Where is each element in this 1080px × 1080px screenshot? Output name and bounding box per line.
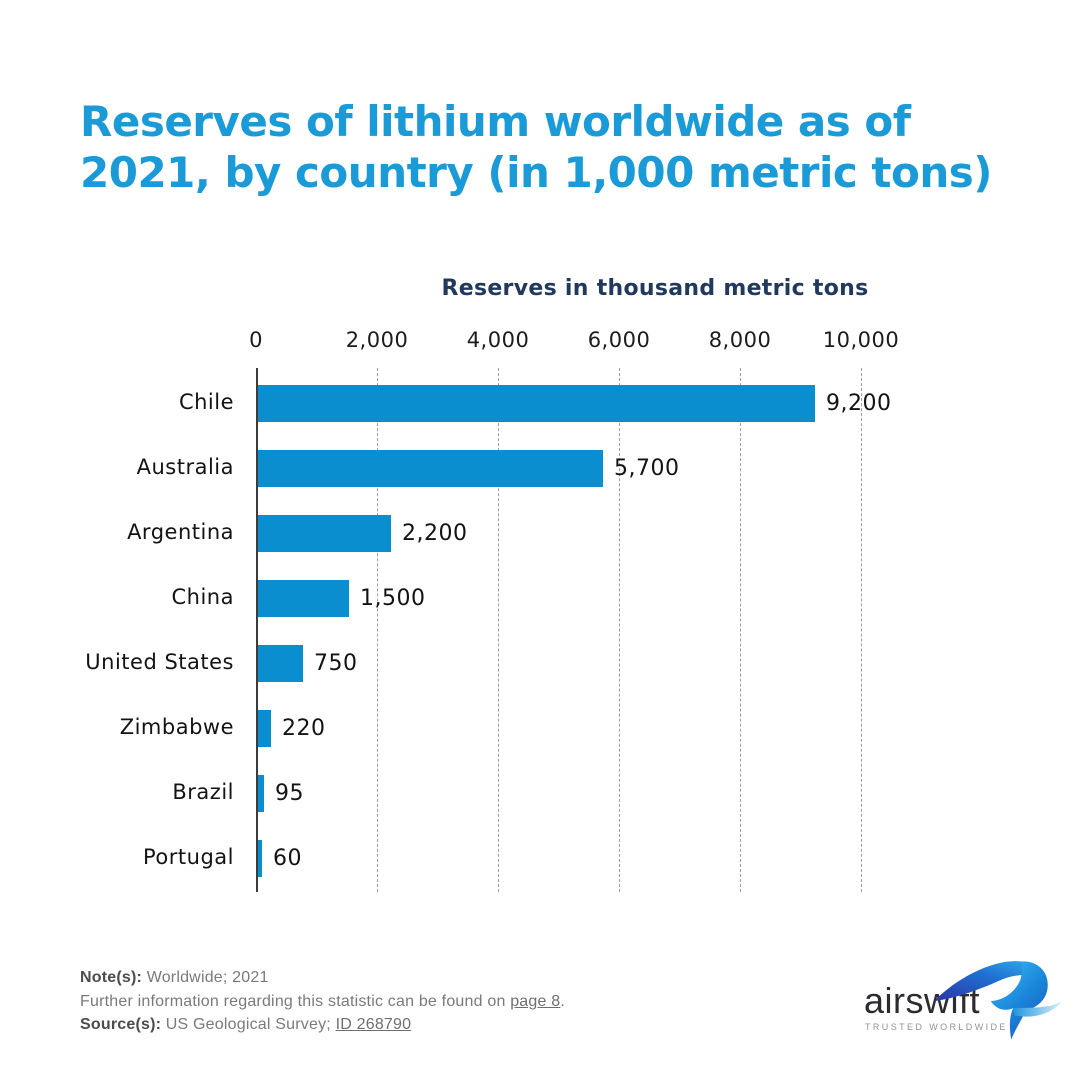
page-title-line2: 2021, by country (in 1,000 metric tons) (80, 148, 992, 197)
category-label: China (171, 585, 234, 609)
bar (258, 579, 349, 617)
note-label: Note(s): (80, 969, 143, 986)
bar (258, 839, 262, 877)
chart-notes: Note(s): Worldwide; 2021 Further informa… (80, 966, 760, 1037)
category-label: Portugal (143, 845, 234, 869)
gridline (861, 368, 862, 892)
further-info-period: . (560, 992, 565, 1010)
bar-row: 1,500 (258, 579, 426, 617)
category-label: Brazil (172, 780, 234, 804)
bar-row: 2,200 (258, 514, 468, 552)
bar-row: 9,200 (258, 384, 892, 422)
bar-row: 60 (258, 839, 302, 877)
further-info-line: Further information regarding this stati… (80, 990, 760, 1014)
category-label: Zimbabwe (119, 715, 234, 739)
bar-value-label: 750 (314, 650, 358, 676)
bar (258, 774, 264, 812)
note-line: Note(s): Worldwide; 2021 (80, 966, 760, 990)
category-label: Australia (136, 455, 234, 479)
x-axis-ticks: 0 2,000 4,000 6,000 8,000 10,000 (249, 328, 920, 354)
x-tick-label: 10,000 (822, 328, 900, 352)
source-line: Source(s): US Geological Survey; ID 2687… (80, 1013, 760, 1037)
gridline (498, 368, 499, 892)
gridline (740, 368, 741, 892)
airswift-tagline: TRUSTED WORLDWIDE (865, 1022, 1008, 1032)
note-text: Worldwide; 2021 (142, 969, 269, 986)
gridline (619, 368, 620, 892)
bar-value-label: 9,200 (826, 390, 892, 416)
x-tick-label: 4,000 (466, 328, 530, 352)
category-label: United States (85, 650, 234, 674)
airswift-bird-icon (934, 961, 1062, 1040)
bar (258, 644, 303, 682)
bar (258, 514, 391, 552)
gridline (377, 368, 378, 892)
airswift-logo: airswift TRUSTED WORLDWIDE (860, 948, 1070, 1058)
bar-value-label: 1,500 (360, 585, 426, 611)
x-tick-label: 0 (249, 328, 263, 352)
further-info-text: Further information regarding this stati… (80, 992, 511, 1010)
y-axis-line (256, 368, 258, 892)
bar-row: 95 (258, 774, 304, 812)
x-tick-label: 8,000 (708, 328, 772, 352)
bar-row: 5,700 (258, 449, 680, 487)
category-label: Argentina (127, 520, 234, 544)
bar (258, 449, 603, 487)
bar (258, 709, 271, 747)
plot-area: 9,200 5,700 2,200 1,500 750 220 95 60 (256, 368, 920, 892)
category-label: Chile (178, 390, 234, 414)
bar-row: 220 (258, 709, 326, 747)
x-axis-title: Reserves in thousand metric tons (441, 276, 869, 301)
source-label: Source(s): (80, 1016, 162, 1033)
bar-value-label: 5,700 (614, 455, 680, 481)
page-title-line1: Reserves of lithium worldwide as of (80, 97, 911, 146)
source-text: US Geological Survey; (161, 1016, 336, 1033)
bar-value-label: 95 (275, 780, 304, 806)
page-title: Reserves of lithium worldwide as of 2021… (80, 96, 1040, 198)
bar (258, 384, 815, 422)
bar-row: 750 (258, 644, 358, 682)
statistic-id-link[interactable]: ID 268790 (335, 1016, 412, 1033)
x-tick-label: 2,000 (345, 328, 409, 352)
page-8-link[interactable]: page 8 (510, 992, 561, 1010)
bar-value-label: 220 (282, 715, 326, 741)
x-tick-label: 6,000 (587, 328, 651, 352)
bar-value-label: 2,200 (402, 520, 468, 546)
bar-value-label: 60 (273, 845, 302, 871)
